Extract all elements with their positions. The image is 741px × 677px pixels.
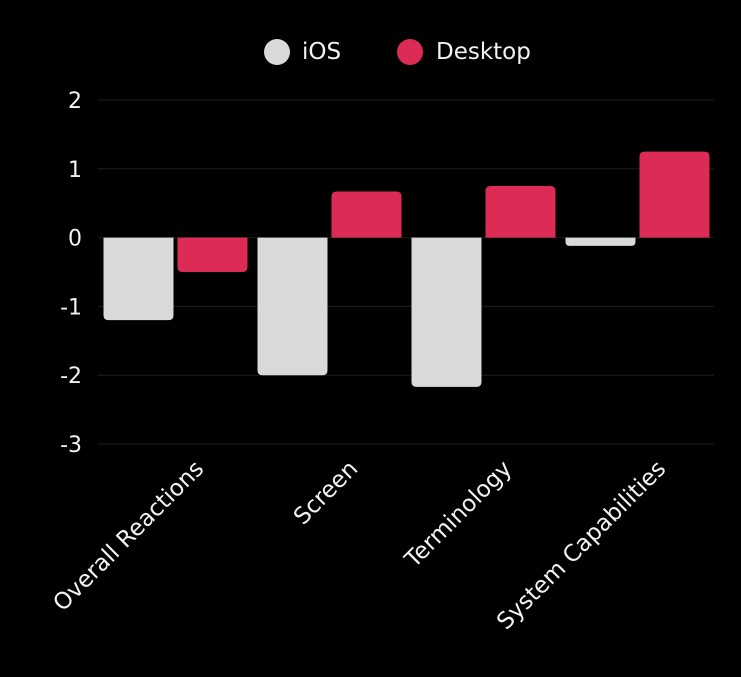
x-tick-label-screen: Screen: [289, 456, 363, 530]
bar-desktop-overall-reactions[interactable]: [177, 237, 248, 272]
x-axis-category-labels: Overall Reactions Screen TerminologySystem…: [48, 456, 671, 635]
x-tick-label-terminology: Terminology: [400, 456, 518, 574]
legend-label-ios: iOS: [302, 39, 341, 65]
bar-desktop-screen[interactable]: [331, 191, 402, 238]
legend-swatch-ios: [264, 39, 290, 65]
bar-desktop-terminology[interactable]: [485, 186, 556, 238]
y-tick-label: 0: [68, 227, 82, 252]
bar-ios-overall-reactions[interactable]: [103, 237, 174, 321]
bar-ios-system-capabilities[interactable]: [565, 237, 636, 246]
y-tick-label: 2: [68, 89, 82, 114]
bar-ios-terminology[interactable]: [411, 237, 482, 387]
bar-series: [103, 151, 710, 387]
y-tick-label: -1: [60, 295, 82, 320]
x-tick-label-system-capabilities: System Capabilities: [492, 456, 671, 635]
legend-item-ios[interactable]: iOS: [264, 39, 341, 65]
legend-item-desktop[interactable]: Desktop: [397, 39, 531, 65]
y-axis-tick-labels: 2 1 0 -1 -2 -3: [60, 89, 82, 458]
bar-ios-screen[interactable]: [257, 237, 328, 376]
y-tick-label: -3: [60, 433, 82, 458]
legend-label-desktop: Desktop: [436, 39, 531, 65]
legend-swatch-desktop: [397, 39, 423, 65]
y-tick-label: 1: [68, 158, 82, 183]
y-tick-label: -2: [60, 364, 82, 389]
x-tick-label-overall-reactions: Overall Reactions: [48, 456, 209, 617]
legend: iOS Desktop: [264, 39, 531, 65]
bar-desktop-system-capabilities[interactable]: [639, 151, 710, 238]
